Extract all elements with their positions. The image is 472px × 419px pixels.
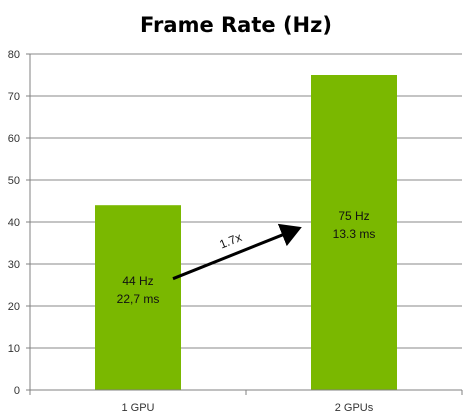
speedup-annotation: 1.7x (172, 223, 302, 281)
y-tick-label: 80 (8, 49, 20, 61)
x-tick-label: 2 GPUs (335, 402, 374, 414)
bar (311, 75, 397, 390)
grid-lines (30, 53, 462, 349)
y-tick-label: 50 (8, 175, 20, 187)
bar-data-label: 13.3 ms (333, 227, 376, 241)
y-tick-label: 40 (8, 217, 20, 229)
bars (95, 75, 397, 390)
y-tick-label: 20 (8, 301, 20, 313)
y-tick-label: 60 (8, 133, 20, 145)
x-axis: 1 GPU 2 GPUs (29, 389, 463, 414)
annotation-label: 1.7x (217, 230, 243, 251)
y-tick-label: 10 (8, 343, 20, 355)
chart-title: Frame Rate (Hz) (140, 13, 332, 37)
arrow (172, 223, 302, 281)
bar-data-label: 75 Hz (338, 209, 369, 223)
bar-data-label: 22,7 ms (117, 292, 160, 306)
x-tick-label: 1 GPU (121, 402, 154, 414)
bar-data-label: 44 Hz (122, 274, 153, 288)
y-axis: 0 10 20 30 40 50 60 70 80 (8, 49, 31, 397)
y-tick-label: 70 (8, 91, 20, 103)
y-tick-label: 30 (8, 259, 20, 271)
bar (95, 205, 181, 390)
y-tick-label: 0 (14, 385, 20, 397)
bar-labels: 44 Hz 22,7 ms 75 Hz 13.3 ms (117, 209, 376, 306)
